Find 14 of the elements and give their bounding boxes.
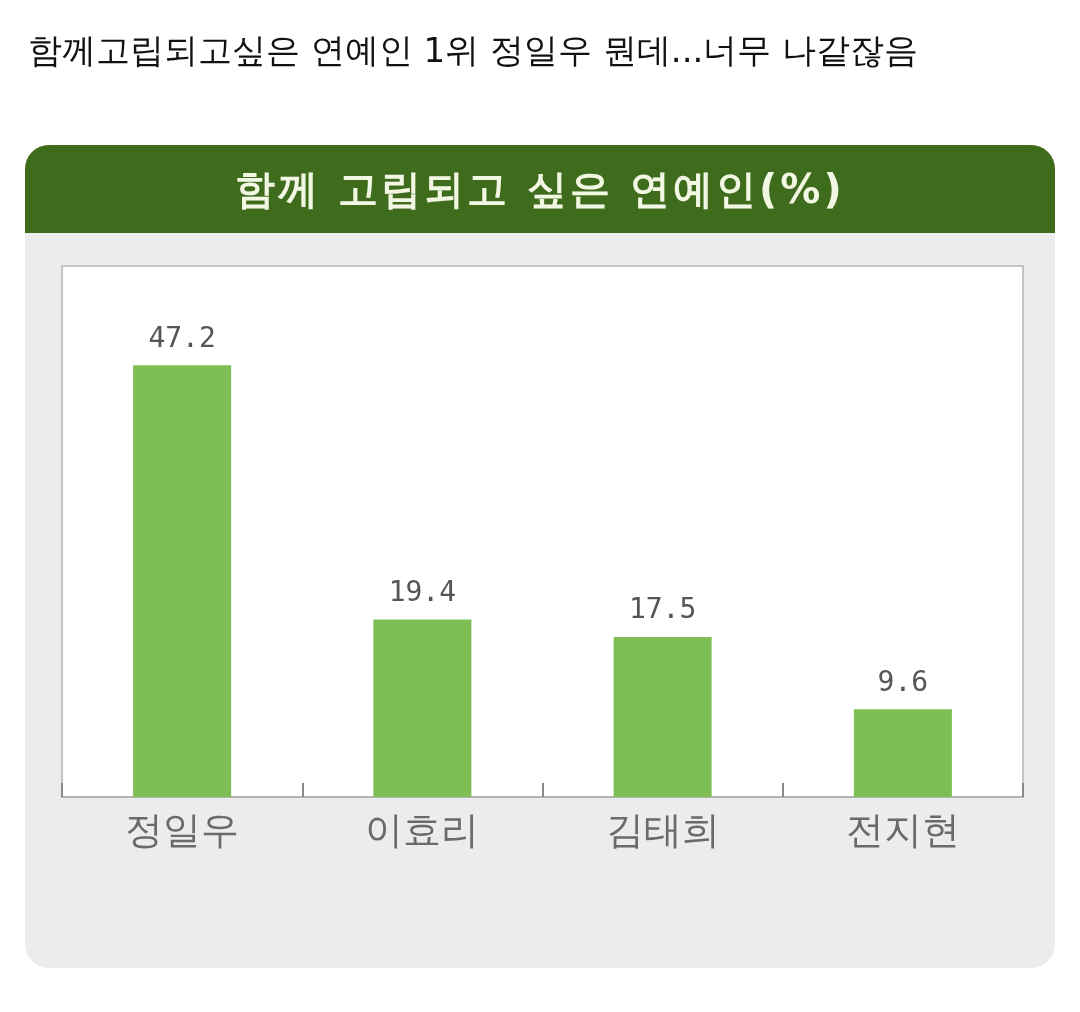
bar (613, 636, 712, 797)
data-label: 17.5 (628, 592, 697, 626)
data-label: 19.4 (388, 575, 457, 609)
x-tick-label: 전지현 (845, 808, 960, 852)
data-label: 47.2 (148, 320, 216, 354)
x-tick-label: 정일우 (125, 808, 240, 852)
bar (133, 365, 232, 797)
bar (373, 619, 472, 797)
chart-subtitle: 함께 고립되고 싶은 연예인(%) (25, 145, 1055, 233)
x-tick-label: 이효리 (365, 808, 480, 852)
data-label: 9.6 (877, 664, 929, 698)
x-tick-label: 김태희 (605, 808, 720, 852)
bar (853, 709, 952, 797)
chart-title: 함께고립되고싶은 연예인 1위 정일우 뭔데...너무 나같잖음 (28, 29, 919, 72)
